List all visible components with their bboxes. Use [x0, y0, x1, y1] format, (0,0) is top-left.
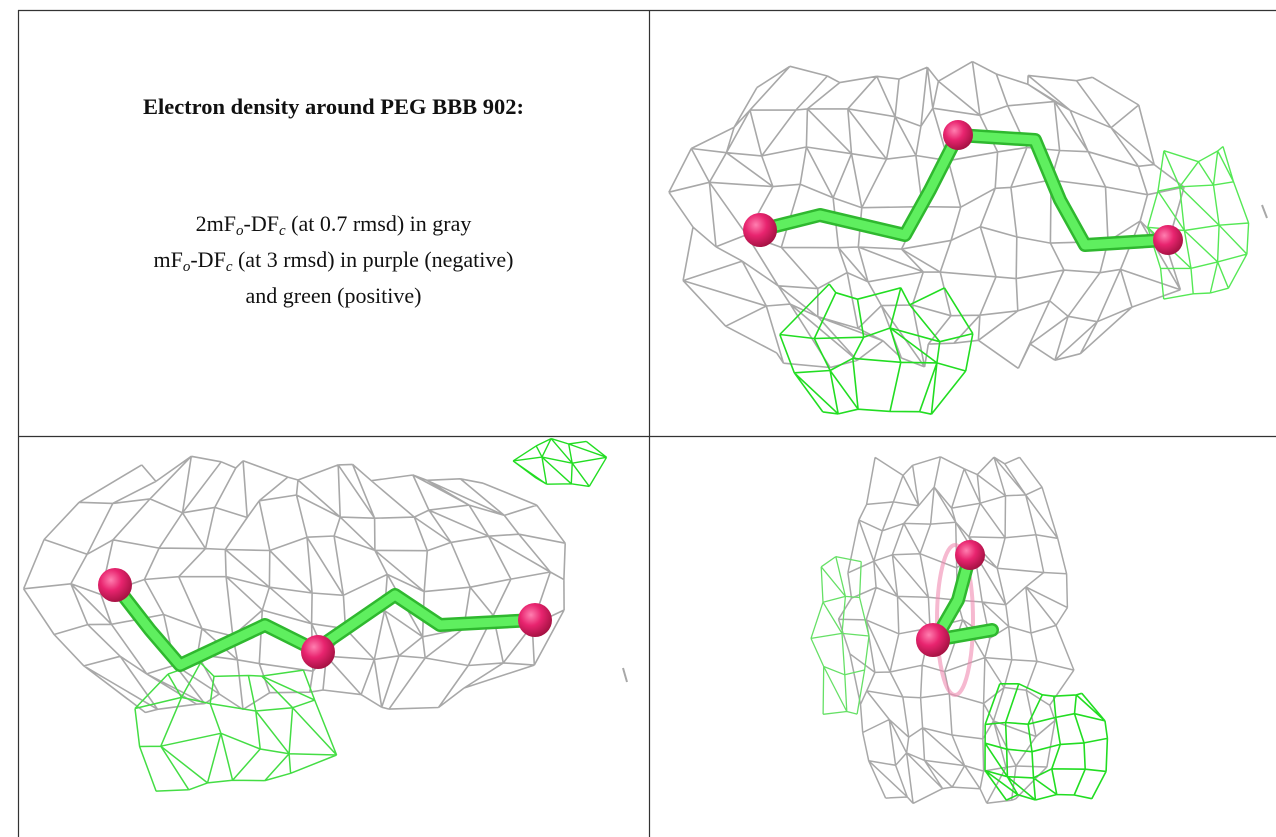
legend-text: 2mF — [196, 211, 236, 236]
legend-text: mF — [154, 247, 183, 272]
legend-text: (at 3 rmsd) in purple (negative) — [232, 247, 513, 272]
mesh — [780, 284, 973, 414]
legend-line: mFo-DFc (at 3 rmsd) in purple (negative) — [18, 242, 649, 278]
atom — [743, 213, 777, 247]
density-images — [24, 62, 1267, 804]
mesh — [513, 439, 607, 487]
cell-title: Electron density around PEG BBB 902: — [18, 94, 649, 120]
atom — [943, 120, 973, 150]
bond — [760, 135, 1165, 245]
atom — [518, 603, 552, 637]
legend-text: (at 0.7 rmsd) in gray — [286, 211, 472, 236]
legend-line: and green (positive) — [18, 278, 649, 314]
atom — [955, 540, 985, 570]
atom — [301, 635, 335, 669]
legend-text: -DF — [244, 211, 279, 236]
subscript: c — [279, 223, 286, 239]
legend-line: 2mFo-DFc (at 0.7 rmsd) in gray — [18, 206, 649, 242]
subscript: o — [236, 223, 244, 239]
mesh — [135, 663, 337, 791]
mesh — [669, 62, 1184, 369]
atom — [1153, 225, 1183, 255]
mesh — [811, 557, 869, 715]
page: {"table": { "title": "Electron density a… — [0, 0, 1276, 837]
table-borders — [18, 10, 1276, 837]
atom — [916, 623, 950, 657]
legend-text: and green (positive) — [246, 283, 422, 308]
mesh-fragment — [1262, 205, 1267, 218]
figure-table — [0, 0, 1276, 837]
mesh-fragment — [623, 668, 627, 682]
atom — [98, 568, 132, 602]
legend-text: -DF — [190, 247, 225, 272]
mesh — [1148, 147, 1249, 300]
bond-outline — [760, 135, 1165, 245]
